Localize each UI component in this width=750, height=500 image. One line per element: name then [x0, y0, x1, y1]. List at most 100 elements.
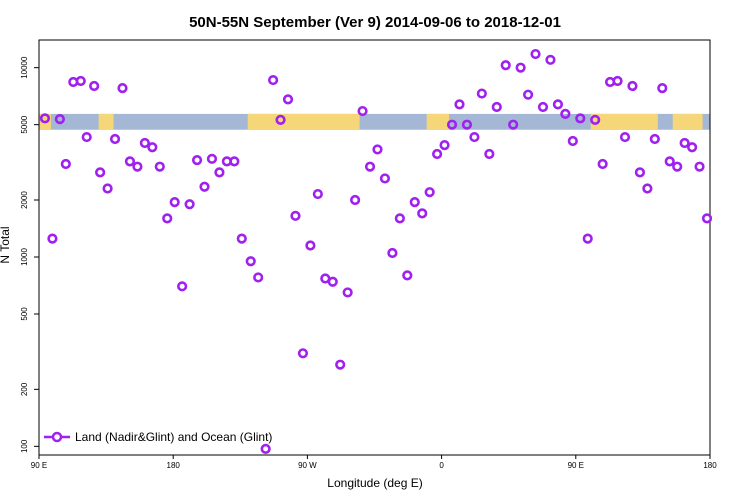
x-tick-label: 180 — [167, 461, 181, 470]
data-point — [672, 161, 683, 172]
data-point — [124, 156, 136, 167]
data-point — [469, 131, 480, 143]
data-point — [522, 89, 534, 100]
data-point — [500, 60, 511, 71]
y-tick-label: 10000 — [20, 56, 29, 79]
data-point — [109, 133, 121, 145]
legend: Land (Nadir&Glint) and Ocean (Glint) — [44, 430, 272, 444]
data-point — [372, 144, 383, 155]
x-tick-label: 90 E — [31, 461, 47, 470]
x-tick-label: 90 E — [568, 461, 584, 470]
data-point — [417, 208, 428, 219]
data-point — [169, 196, 180, 208]
y-axis-label: N Total — [0, 226, 12, 263]
data-point — [515, 62, 526, 73]
data-point — [199, 181, 210, 192]
data-point — [545, 54, 556, 65]
data-point — [81, 131, 92, 143]
data-point — [191, 154, 203, 166]
data-point — [484, 148, 495, 160]
data-point — [364, 161, 376, 172]
band-land-segment — [672, 113, 703, 130]
data-point — [552, 99, 564, 110]
data-point — [387, 247, 398, 259]
data-point — [132, 161, 143, 172]
data-point — [627, 80, 638, 92]
y-tick-label: 200 — [20, 382, 29, 396]
data-point — [162, 213, 173, 224]
data-point — [297, 348, 309, 359]
data-point — [305, 240, 316, 251]
data-point — [60, 158, 71, 170]
data-point — [260, 443, 271, 454]
data-point — [657, 82, 668, 94]
data-point — [117, 82, 128, 94]
data-point — [335, 359, 346, 370]
data-point — [461, 119, 473, 130]
data-point — [379, 173, 391, 184]
x-tick-label: 90 W — [298, 461, 317, 470]
data-point — [446, 119, 458, 130]
data-point — [350, 194, 361, 206]
data-point — [327, 276, 338, 287]
band-land-segment — [426, 113, 450, 130]
y-tick-label: 100 — [20, 439, 29, 453]
data-point — [634, 167, 646, 178]
data-point — [54, 113, 65, 125]
data-point — [312, 188, 323, 200]
band-land-segment — [247, 113, 360, 130]
data-point — [236, 233, 247, 244]
data-point — [268, 74, 279, 86]
data-point — [439, 139, 450, 151]
data-point — [290, 210, 301, 221]
band-land-segment — [590, 113, 658, 130]
data-point — [47, 233, 58, 244]
data-point — [147, 142, 158, 153]
y-axis: 100 200 500 1000 2000 5000 10000 — [20, 56, 39, 453]
data-point — [597, 158, 608, 170]
data-point — [206, 153, 218, 164]
data-point — [575, 113, 586, 124]
data-point — [102, 183, 113, 194]
data-point — [139, 137, 150, 149]
data-point — [694, 161, 705, 172]
x-tick-label: 180 — [703, 461, 717, 470]
y-tick-label: 5000 — [20, 115, 29, 133]
data-point — [229, 156, 240, 167]
surface-band — [39, 113, 710, 130]
data-point — [679, 137, 690, 149]
data-point — [154, 161, 165, 172]
data-point — [590, 114, 601, 125]
data-point — [649, 133, 660, 145]
x-axis: 90 E 180 90 W 0 90 E 180 — [31, 455, 717, 470]
data-point — [432, 148, 443, 160]
data-point — [39, 113, 51, 124]
data-point — [612, 75, 623, 87]
data-point — [245, 256, 256, 267]
data-point — [476, 88, 487, 99]
plot-area — [38, 39, 711, 456]
data-point — [342, 287, 353, 298]
data-point — [642, 183, 653, 194]
band-ocean — [39, 113, 710, 130]
data-point — [508, 119, 519, 130]
data-point — [275, 114, 286, 125]
data-point — [177, 281, 188, 292]
data-point — [214, 167, 225, 178]
data-point — [89, 80, 100, 92]
legend-marker-swatch — [51, 431, 63, 443]
data-point — [409, 196, 420, 208]
data-point — [701, 213, 713, 224]
data-point — [95, 167, 106, 178]
y-tick-label: 500 — [20, 307, 29, 321]
data-point — [687, 142, 698, 153]
data-point — [567, 135, 578, 147]
x-axis-label: Longitude (deg E) — [327, 476, 422, 490]
data-point — [424, 187, 435, 198]
y-tick-label: 2000 — [20, 191, 29, 209]
data-point — [394, 213, 405, 224]
data-series — [39, 48, 713, 454]
band-land-segment — [98, 113, 114, 130]
data-point — [402, 270, 413, 281]
